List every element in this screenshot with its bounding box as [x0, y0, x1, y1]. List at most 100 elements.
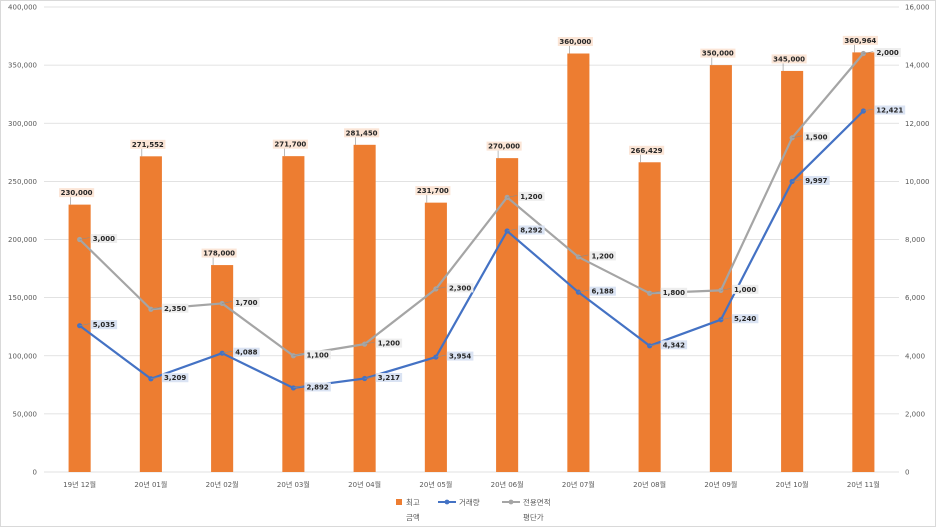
bar-data-label: 271,700	[274, 141, 306, 149]
x-tick-label: 20년 06월	[491, 480, 524, 489]
bar	[781, 70, 804, 472]
x-tick-label: 20년 11월	[847, 480, 880, 489]
y-left-tick-label: 300,000	[8, 120, 37, 128]
line-data-label: 1,200	[520, 193, 542, 201]
line-data-label: 1,800	[663, 289, 685, 297]
line-data-label-bg	[874, 105, 906, 115]
bar-data-label-bg	[201, 248, 237, 258]
bar-data-label-bg	[700, 48, 736, 58]
bar-data-label-bg	[486, 141, 522, 151]
bar-data-label: 271,552	[132, 141, 164, 149]
line-label-leader	[863, 51, 874, 54]
bar-data-label: 360,964	[844, 37, 876, 45]
line-label-leader	[792, 179, 803, 182]
line-data-label-bg	[803, 132, 830, 142]
line-data-label-bg	[233, 297, 260, 307]
x-tick-label: 20년 07월	[562, 480, 595, 489]
bar	[709, 65, 732, 472]
line-data-label: 4,088	[235, 349, 257, 357]
line-data-label: 5,035	[93, 321, 115, 329]
bar-data-label: 345,000	[773, 55, 805, 63]
y-left-tick-label: 150,000	[8, 294, 37, 302]
line-label-leader	[150, 376, 161, 380]
line-data-label: 3,209	[164, 374, 186, 382]
bar-data-label-bg	[557, 37, 593, 46]
line-data-label-bg	[660, 340, 688, 350]
bar-series	[68, 52, 875, 473]
bar	[139, 156, 162, 472]
line-data-label: 1,500	[805, 133, 827, 141]
x-tick-label: 20년 10월	[776, 480, 809, 489]
bar-data-label: 360,000	[559, 38, 591, 46]
line-data-label-bg	[874, 48, 901, 57]
line-data-label-bg	[304, 382, 331, 392]
x-tick-label: 19년 12월	[63, 480, 96, 489]
line-data-label-bg	[375, 338, 403, 348]
line-data-label-bg	[518, 191, 545, 201]
y-left-tick-label: 250,000	[8, 178, 37, 186]
bar-data-label-bg	[842, 35, 878, 45]
line-data-label: 5,240	[734, 315, 756, 323]
bar-data-label-bg	[415, 186, 451, 196]
line-data-label-bg	[731, 314, 759, 324]
x-tick-label: 20년 01월	[134, 480, 167, 489]
legend-swatch-bar	[396, 499, 402, 505]
bar-data-label-bg	[59, 188, 95, 198]
x-tick-label: 20년 04월	[348, 480, 381, 489]
line-data-label-bg	[304, 350, 331, 360]
line-data-label-bg	[589, 251, 616, 261]
x-tick-label: 20년 08월	[633, 480, 666, 489]
line-data-label: 9,997	[805, 177, 827, 185]
line-data-label-bg	[803, 175, 830, 185]
legend-label-line2: 평단가	[523, 512, 544, 522]
bar	[567, 53, 590, 472]
line-label-leader	[578, 289, 589, 293]
y-right-tick-label: 8,000	[905, 236, 925, 244]
line-series	[77, 50, 866, 391]
line-label-leader	[507, 195, 518, 198]
bar-data-label: 281,450	[346, 129, 378, 137]
series-line	[78, 52, 865, 357]
y-left-tick-label: 200,000	[8, 236, 37, 244]
line-label-leader	[364, 376, 375, 379]
legend-label: 전용면적	[523, 497, 551, 507]
bar	[638, 162, 661, 472]
y-left-tick-label: 350,000	[8, 62, 37, 70]
line-label-leader	[79, 237, 90, 240]
y-right-tick-label: 4,000	[905, 352, 925, 360]
line-data-label-bg	[518, 225, 545, 235]
line-label-leader	[720, 317, 731, 321]
series-line	[78, 110, 865, 390]
bar	[68, 204, 91, 472]
line-data-label: 1,000	[734, 286, 756, 294]
legend-swatch-marker	[444, 499, 450, 505]
line-data-label: 3,954	[449, 353, 471, 361]
y-right-tick-label: 14,000	[905, 62, 930, 70]
line-data-label: 3,000	[93, 235, 115, 243]
y-left-tick-label: 50,000	[13, 410, 38, 418]
bar-data-label: 231,700	[417, 187, 449, 195]
bar	[353, 144, 376, 472]
line-label-leader	[293, 353, 304, 357]
line-label-leader	[435, 354, 446, 358]
line-data-label: 1,700	[235, 299, 257, 307]
line-data-label: 12,421	[876, 107, 903, 115]
y-left-tick-label: 100,000	[8, 352, 37, 360]
bar-data-label: 266,429	[631, 147, 663, 155]
line-data-label-bg	[161, 303, 189, 313]
line-label-leader	[435, 286, 446, 290]
line-data-label: 2,300	[449, 284, 471, 292]
bar-data-label: 350,000	[702, 50, 734, 58]
line-label-leader	[79, 323, 90, 326]
line-label-leader	[364, 341, 375, 345]
bar-data-label: 178,000	[203, 250, 235, 258]
legend-swatch-marker	[508, 499, 514, 505]
line-data-label-bg	[375, 373, 403, 383]
line-data-label: 2,350	[164, 305, 186, 313]
x-tick-label: 20년 02월	[206, 480, 239, 489]
line-data-label-bg	[446, 351, 474, 361]
bar	[852, 52, 875, 473]
line-data-label-bg	[161, 373, 189, 383]
